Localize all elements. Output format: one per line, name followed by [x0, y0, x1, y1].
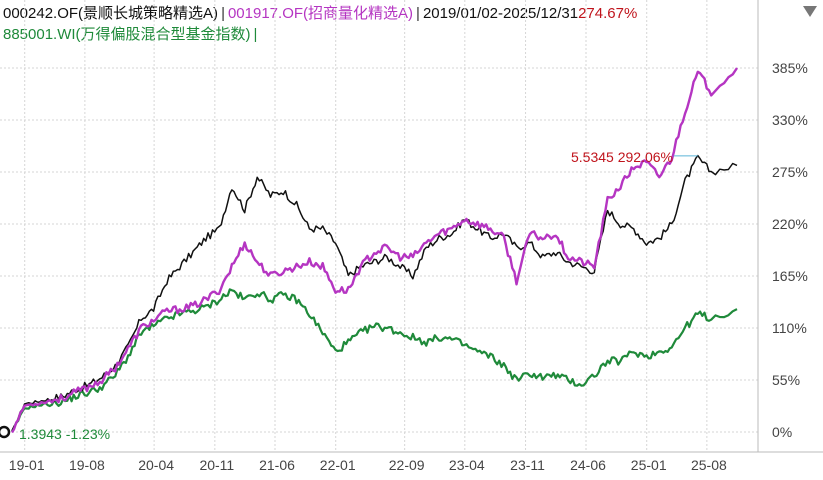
fund-a-line	[11, 154, 738, 432]
x-tick-label: 19-01	[9, 457, 45, 473]
hover-value-label: 5.5345 292.06%	[571, 149, 673, 165]
legend-item-index[interactable]: 885001.WI(万得偏股混合型基金指数)	[3, 26, 251, 43]
index-line	[11, 288, 738, 432]
x-tick-label: 23-04	[449, 457, 485, 473]
legend-separator: |	[221, 5, 225, 22]
dropdown-arrow-icon[interactable]	[803, 6, 817, 17]
y-tick-label: 330%	[772, 112, 808, 128]
start-value-label: 1.3943 -1.23%	[19, 426, 110, 442]
x-tick-label: 25-01	[631, 457, 667, 473]
x-tick-label: 20-11	[199, 457, 234, 473]
y-tick-label: 110%	[772, 320, 807, 336]
y-tick-label: 220%	[772, 216, 808, 232]
legend-separator: |	[253, 26, 258, 43]
x-tick-label: 20-04	[138, 457, 174, 473]
legend-row-1: 000242.OF(景顺长城策略精选A) | 001917.OF(招商量化精选A) |…	[3, 5, 637, 23]
x-tick-label: 21-06	[259, 457, 295, 473]
y-tick-label: 0%	[772, 424, 792, 440]
x-tick-label: 22-09	[389, 457, 425, 473]
fund-b-line	[10, 67, 738, 434]
x-tick-label: 23-11	[510, 457, 545, 473]
date-range[interactable]: 2019/01/02-2025/12/31	[422, 5, 579, 22]
y-tick-label: 385%	[772, 60, 808, 76]
x-tick-label: 25-08	[691, 457, 727, 473]
y-tick-label: 275%	[772, 164, 808, 180]
x-tick-label: 19-08	[69, 457, 105, 473]
legend-row-2: 885001.WI(万得偏股混合型基金指数) |	[3, 26, 260, 44]
x-tick-label: 24-06	[570, 457, 606, 473]
start-point-marker	[0, 425, 11, 439]
y-tick-label: 55%	[772, 372, 800, 388]
x-tick-label: 22-01	[320, 457, 356, 473]
range-return: 274.67%	[578, 5, 638, 22]
y-tick-label: 165%	[772, 268, 808, 284]
legend-item-fund-b[interactable]: 001917.OF(招商量化精选A)	[227, 5, 414, 22]
legend-separator: |	[416, 5, 420, 22]
legend-item-fund-a[interactable]: 000242.OF(景顺长城策略精选A)	[3, 5, 219, 22]
